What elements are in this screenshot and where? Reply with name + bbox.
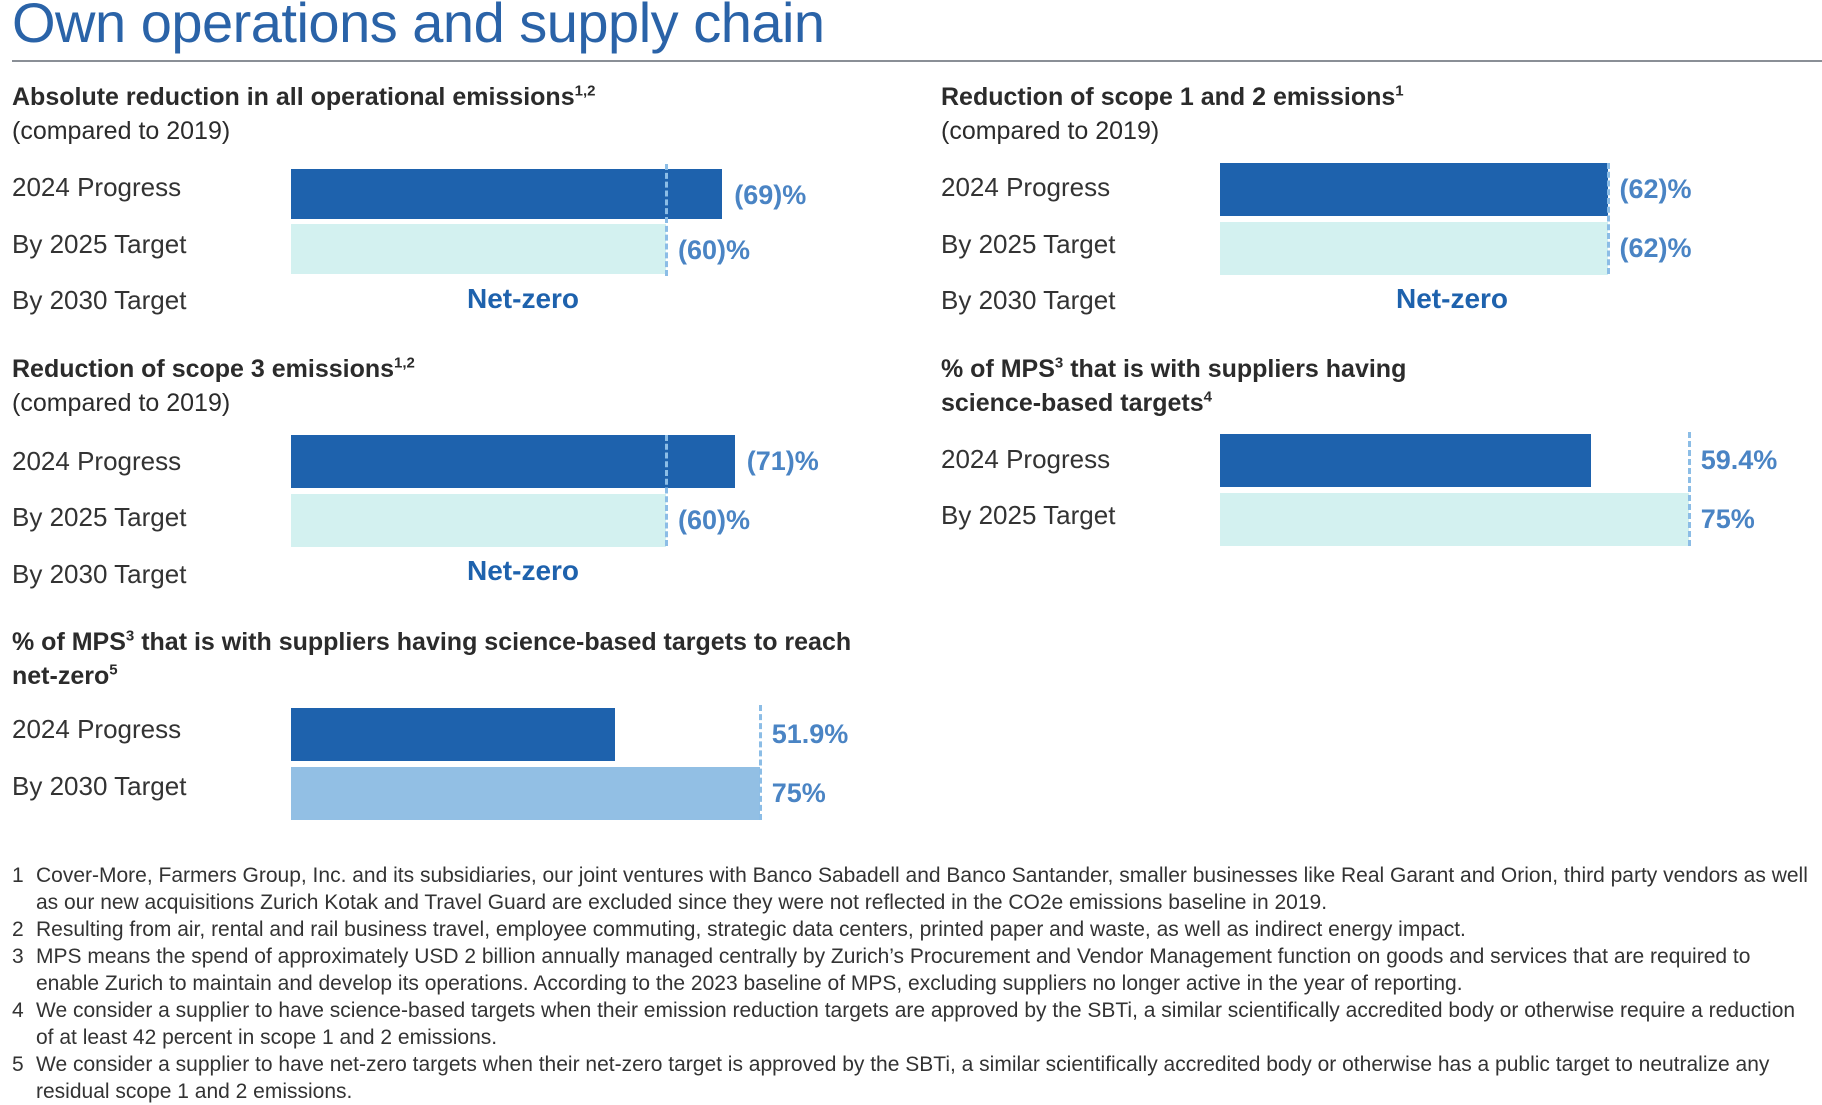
row-label-2025-target: By 2025 Target [941,229,1116,259]
row-label-2025-target: By 2025 Target [12,502,187,532]
row-label-progress: 2024 Progress [12,172,182,202]
chart-title: % of MPS3 that is with suppliers having s… [941,354,1407,417]
footnote: 1 Cover-More, Farmers Group, Inc. and its… [12,864,1808,914]
target-marker-line [665,435,668,546]
chart-subtitle: (compared to 2019) [12,117,231,145]
row-label-2025-target: By 2025 Target [12,229,187,259]
row-label-2030-target: By 2030 Target [941,285,1116,315]
page-title: Own operations and supply chain [12,0,825,54]
chart-scope-1-2-emissions: Reduction of scope 1 and 2 emissions1 (co… [941,80,1821,320]
bar-value-label: (62)% [1619,233,1692,263]
chart-scope-3-emissions: Reduction of scope 3 emissions1,2 (compar… [12,352,892,592]
footnote: 5 We consider a supplier to have net-zero… [12,1053,1770,1103]
row-label-2025-target: By 2025 Target [941,500,1116,530]
target-marker-line [1606,163,1610,274]
bar-value-label: 59.4% [1700,445,1778,475]
footnotes: 1 Cover-More, Farmers Group, Inc. and its… [12,862,1812,1105]
row-label-2030-target: By 2030 Target [12,771,187,801]
bar-target [291,767,760,820]
row-label-2030-target: By 2030 Target [12,559,187,589]
bar-value-label: (60)% [678,235,751,265]
bar-target [291,494,666,547]
row-label-progress: 2024 Progress [941,444,1111,474]
bar-value-label: (71)% [746,446,819,476]
bar-2024-progress [291,169,723,219]
chart-operational-emissions: Absolute reduction in all operational em… [12,80,892,320]
bar-target [291,224,666,274]
bar-2024-progress [1220,434,1592,487]
chart-mps-net-zero-targets: % of MPS3 that is with suppliers having … [12,625,892,825]
footnote: 4 We consider a supplier to have science-… [12,999,1796,1049]
chart-subtitle: (compared to 2019) [12,389,231,417]
bar-value-label: (60)% [678,505,751,535]
chart-mps-science-based-targets: % of MPS3 that is with suppliers having s… [941,352,1821,552]
bar-2024-progress [291,435,735,488]
row-label-2030-target: By 2030 Target [12,285,187,315]
row-label-progress: 2024 Progress [941,172,1111,202]
target-marker-line [1687,432,1691,546]
bar-value-label: 75% [771,778,826,808]
bar-value-label: 75% [1700,504,1755,534]
bar-2024-progress [291,708,616,761]
net-zero-label: Net-zero [467,283,580,314]
footnote: 2 Resulting from air, rental and rail bus… [12,918,1466,941]
bar-target [1220,222,1608,275]
chart-title: % of MPS3 that is with suppliers having … [12,627,852,690]
bar-value-label: (62)% [1619,174,1692,204]
row-label-progress: 2024 Progress [12,714,182,744]
chart-subtitle: (compared to 2019) [941,117,1160,145]
net-zero-label: Net-zero [467,555,580,586]
bar-value-label: 51.9% [771,719,849,749]
footnote: 3 MPS means the spend of approximately US… [12,945,1751,995]
chart-title: Absolute reduction in all operational em… [12,80,892,148]
chart-title: Reduction of scope 3 emissions1,2 (compar… [12,352,892,420]
chart-title: Reduction of scope 1 and 2 emissions1 (co… [941,80,1821,148]
target-marker-line [665,164,668,276]
net-zero-label: Net-zero [1396,283,1509,314]
bar-2024-progress [1220,163,1608,216]
row-label-progress: 2024 Progress [12,446,182,476]
target-marker-line [758,705,762,820]
title-divider [12,60,1822,62]
bar-value-label: (69)% [734,180,807,210]
bar-target [1220,493,1689,546]
